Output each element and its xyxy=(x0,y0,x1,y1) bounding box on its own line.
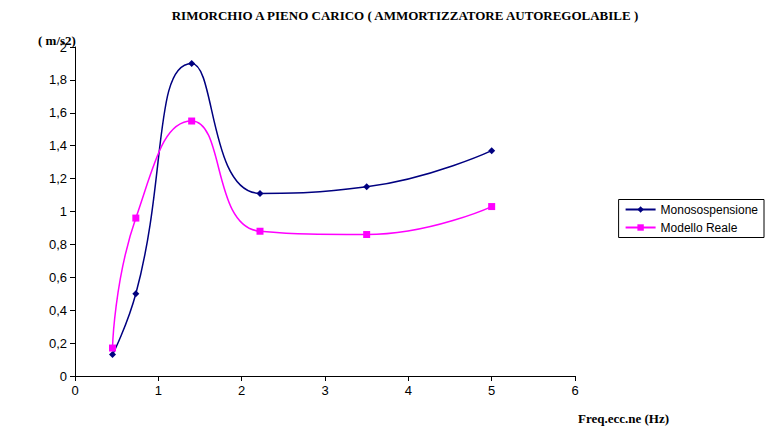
svg-text:5: 5 xyxy=(488,383,495,398)
svg-text:Monosospensione: Monosospensione xyxy=(661,203,759,217)
svg-text:0,4: 0,4 xyxy=(49,303,67,318)
svg-text:1: 1 xyxy=(155,383,162,398)
svg-text:1: 1 xyxy=(60,204,67,219)
svg-text:2: 2 xyxy=(60,40,67,55)
svg-text:0,8: 0,8 xyxy=(49,237,67,252)
svg-text:1,4: 1,4 xyxy=(49,138,67,153)
svg-text:RIMORCHIO A PIENO CARICO ( AMM: RIMORCHIO A PIENO CARICO ( AMMORTIZZATOR… xyxy=(172,8,639,23)
svg-text:3: 3 xyxy=(321,383,328,398)
svg-text:0,2: 0,2 xyxy=(49,336,67,351)
svg-text:1,6: 1,6 xyxy=(49,105,67,120)
svg-text:6: 6 xyxy=(571,383,578,398)
svg-text:1,8: 1,8 xyxy=(49,72,67,87)
svg-text:4: 4 xyxy=(405,383,412,398)
svg-text:Modello Reale: Modello Reale xyxy=(661,221,738,235)
svg-text:0: 0 xyxy=(60,369,67,384)
svg-text:( m/s2): ( m/s2) xyxy=(38,33,76,48)
svg-text:2: 2 xyxy=(238,383,245,398)
svg-text:Freq.ecc.ne (Hz): Freq.ecc.ne (Hz) xyxy=(578,411,669,426)
svg-text:1,2: 1,2 xyxy=(49,171,67,186)
svg-text:0: 0 xyxy=(71,383,78,398)
svg-text:0,6: 0,6 xyxy=(49,270,67,285)
